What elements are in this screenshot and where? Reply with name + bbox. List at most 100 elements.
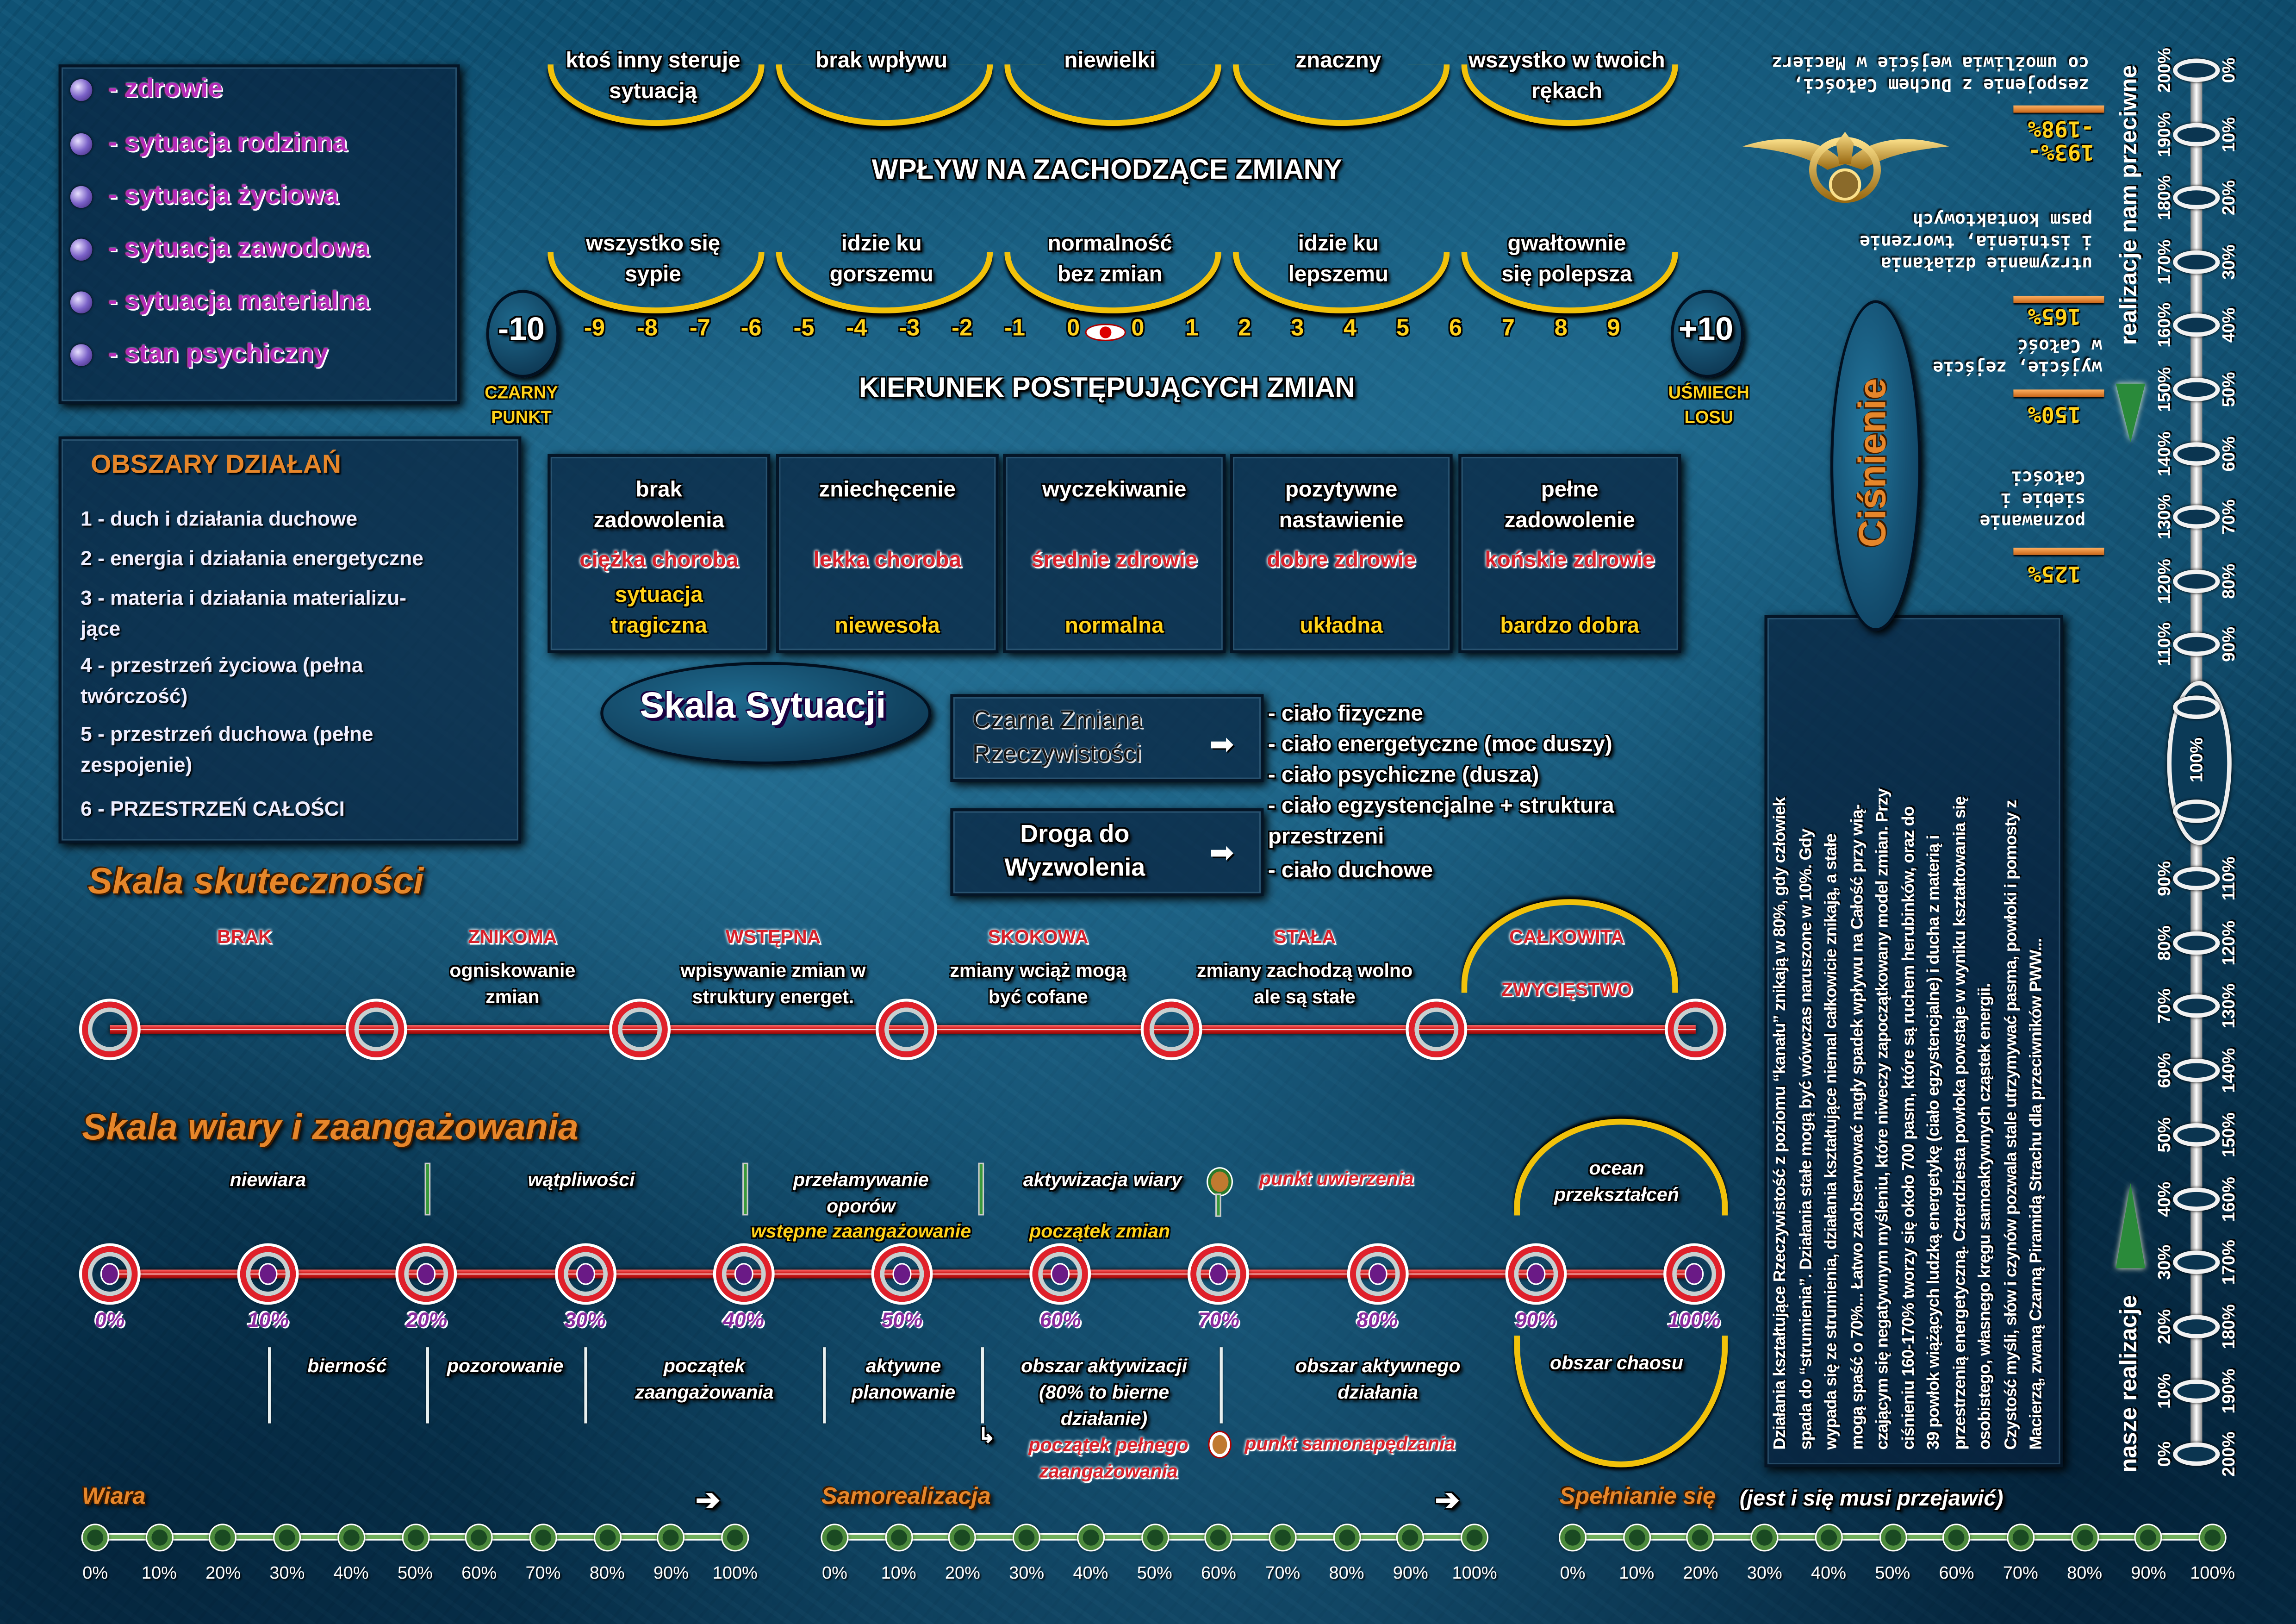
vertical-label: 150% bbox=[2154, 367, 2174, 412]
bottom-scale-title: Wiara bbox=[82, 1485, 145, 1511]
direction-number: 8 bbox=[1555, 316, 1568, 343]
legend-item: - sytuacja rodzinna bbox=[108, 127, 347, 158]
faith-node-dot bbox=[1686, 1264, 1702, 1283]
faith-node-dot bbox=[894, 1264, 910, 1283]
effectiveness-node bbox=[612, 1002, 668, 1057]
faith-title: Skala wiary i zaangażowania bbox=[82, 1107, 579, 1149]
faith-node bbox=[82, 1246, 137, 1302]
pressure-bar bbox=[2013, 296, 2104, 303]
situation-state: normalna bbox=[1006, 611, 1223, 641]
bottom-scale-title: Samorealizacja bbox=[821, 1485, 991, 1511]
bottom-scale-tick: 0% bbox=[822, 1562, 847, 1583]
vertical-label: 190% bbox=[2218, 1368, 2239, 1413]
bottom-scale-node bbox=[339, 1525, 364, 1550]
faith-node-dot bbox=[577, 1264, 593, 1283]
faith-node bbox=[1667, 1246, 1722, 1302]
bottom-scale-tick: 40% bbox=[1811, 1562, 1846, 1583]
bottom-scale-node bbox=[211, 1525, 236, 1550]
change-start-label: początek zmian bbox=[1029, 1220, 1170, 1242]
situation-box: pełne zadowolenie końskie zdrowie bardzo d… bbox=[1458, 454, 1681, 653]
direction-number: -3 bbox=[899, 316, 920, 343]
pressure-bar bbox=[2013, 106, 2104, 113]
bottom-scale-tick: 50% bbox=[1137, 1562, 1172, 1583]
vertical-label: 50% bbox=[2154, 1117, 2174, 1152]
bottom-scale-tick: 80% bbox=[1329, 1562, 1364, 1583]
bottom-scale-tick: 100% bbox=[713, 1562, 758, 1583]
pressure-bar bbox=[2013, 548, 2104, 555]
bottom-scale-tick: 40% bbox=[1073, 1562, 1108, 1583]
faith-node bbox=[557, 1246, 613, 1302]
bottom-scale-node bbox=[1462, 1525, 1487, 1550]
ocean-label: ocean przekształceń bbox=[1554, 1156, 1679, 1208]
direction-number: 0 bbox=[1131, 316, 1144, 343]
faith-bottom-divider bbox=[1220, 1347, 1223, 1423]
situation-box: wyczekiwanie średnie zdrowie normalna bbox=[1003, 454, 1226, 653]
situation-mood: zniechęcenie bbox=[779, 475, 996, 505]
effectiveness-title: Skala skuteczności bbox=[88, 861, 423, 904]
against-label: realizacje nam przeciwne bbox=[2117, 65, 2144, 345]
faith-top-label: wątpliwości bbox=[528, 1167, 635, 1193]
direction-number: 1 bbox=[1185, 316, 1198, 343]
effectiveness-stage-desc: ogniskowanie zmian bbox=[449, 958, 575, 1011]
full-commitment-label: początek pełnego zaangażowania bbox=[1029, 1432, 1188, 1485]
bottom-scale-arrow-icon: ➔ bbox=[696, 1482, 720, 1518]
vertical-label: 110% bbox=[2154, 623, 2174, 667]
faith-bottom-divider bbox=[823, 1347, 826, 1423]
bottom-scale-node bbox=[1206, 1525, 1231, 1550]
vertical-label: 120% bbox=[2218, 920, 2239, 965]
vertical-label: 40% bbox=[2218, 308, 2239, 343]
direction-number: -1 bbox=[1004, 316, 1025, 343]
area-item: 1 - duch i działania duchowe bbox=[81, 504, 357, 534]
faith-top-label: przełamywanie oporów bbox=[793, 1167, 929, 1220]
min-value: -10 bbox=[498, 311, 545, 349]
faith-percent: 100% bbox=[1668, 1308, 1720, 1331]
legend-item: - stan psychiczny bbox=[108, 338, 328, 369]
bottom-scale-node bbox=[886, 1525, 911, 1550]
belief-point-marker-icon bbox=[1208, 1168, 1232, 1195]
faith-bottom-divider bbox=[268, 1347, 271, 1423]
bottom-scale-tick: 100% bbox=[2190, 1562, 2235, 1583]
info-line: wypada się ze strumienia, działania kszt… bbox=[1820, 606, 1846, 1450]
bottom-scale-node bbox=[1816, 1525, 1841, 1550]
initial-commitment-label: wstępne zaangażowanie bbox=[751, 1220, 971, 1242]
bottom-scale-node bbox=[1270, 1525, 1295, 1550]
vertical-label: 70% bbox=[2154, 989, 2174, 1024]
bottom-scale-tick: 20% bbox=[1683, 1562, 1718, 1583]
bottom-scale-node bbox=[2136, 1525, 2161, 1550]
vertical-label: 80% bbox=[2218, 563, 2239, 599]
bottom-scale-tick: 50% bbox=[398, 1562, 433, 1583]
faith-node bbox=[240, 1246, 296, 1302]
bottom-scale-tick: 30% bbox=[1747, 1562, 1782, 1583]
pressure-desc: wyjście, zejście w Całość bbox=[1933, 334, 2102, 378]
body-item: - ciało energetyczne (moc duszy) bbox=[1268, 729, 1612, 760]
bottom-scale-node bbox=[1560, 1525, 1585, 1550]
effectiveness-node bbox=[1144, 1002, 1199, 1057]
bottom-scale-node bbox=[950, 1525, 975, 1550]
info-line: przestrzenią energetyczną. Czterdziesta … bbox=[1948, 606, 1974, 1450]
situation-mood: wyczekiwanie bbox=[1006, 475, 1223, 505]
info-line: Działania kształtujące Rzeczywistość z p… bbox=[1769, 606, 1794, 1450]
vertical-scale-ring bbox=[2173, 506, 2220, 529]
vertical-scale-ring bbox=[2173, 1123, 2220, 1147]
faith-node bbox=[874, 1246, 930, 1302]
faith-bottom-label: obszar aktywnego działania bbox=[1295, 1353, 1461, 1406]
pressure-title: Ciśnienie bbox=[1850, 378, 1896, 548]
pressure-value: 165% bbox=[2028, 305, 2081, 328]
bottom-scale-tick: 60% bbox=[461, 1562, 497, 1583]
faith-top-label: niewiara bbox=[230, 1167, 306, 1193]
max-label: UŚMIECH LOSU bbox=[1668, 381, 1749, 431]
faith-top-label: aktywizacja wiary bbox=[1023, 1167, 1182, 1193]
influence-level: ktoś inny steruje sytuacją bbox=[566, 45, 740, 107]
vertical-scale-ring bbox=[2173, 1443, 2220, 1467]
vertical-label: 20% bbox=[2218, 181, 2239, 216]
faith-divider bbox=[744, 1164, 747, 1214]
vertical-label: 50% bbox=[2218, 372, 2239, 407]
arrow-right-icon: ➡ bbox=[1209, 835, 1234, 871]
bottom-scale-tick: 80% bbox=[2067, 1562, 2102, 1583]
direction-number: 2 bbox=[1238, 316, 1251, 343]
bottom-scale-node bbox=[1334, 1525, 1359, 1550]
vertical-label: 30% bbox=[2218, 244, 2239, 280]
info-line: Macierzą, zwaną Czarną Piramidą Strachu … bbox=[2025, 606, 2051, 1450]
vertical-scale-ring bbox=[2173, 1251, 2220, 1274]
bullet-sphere-icon bbox=[70, 291, 92, 313]
